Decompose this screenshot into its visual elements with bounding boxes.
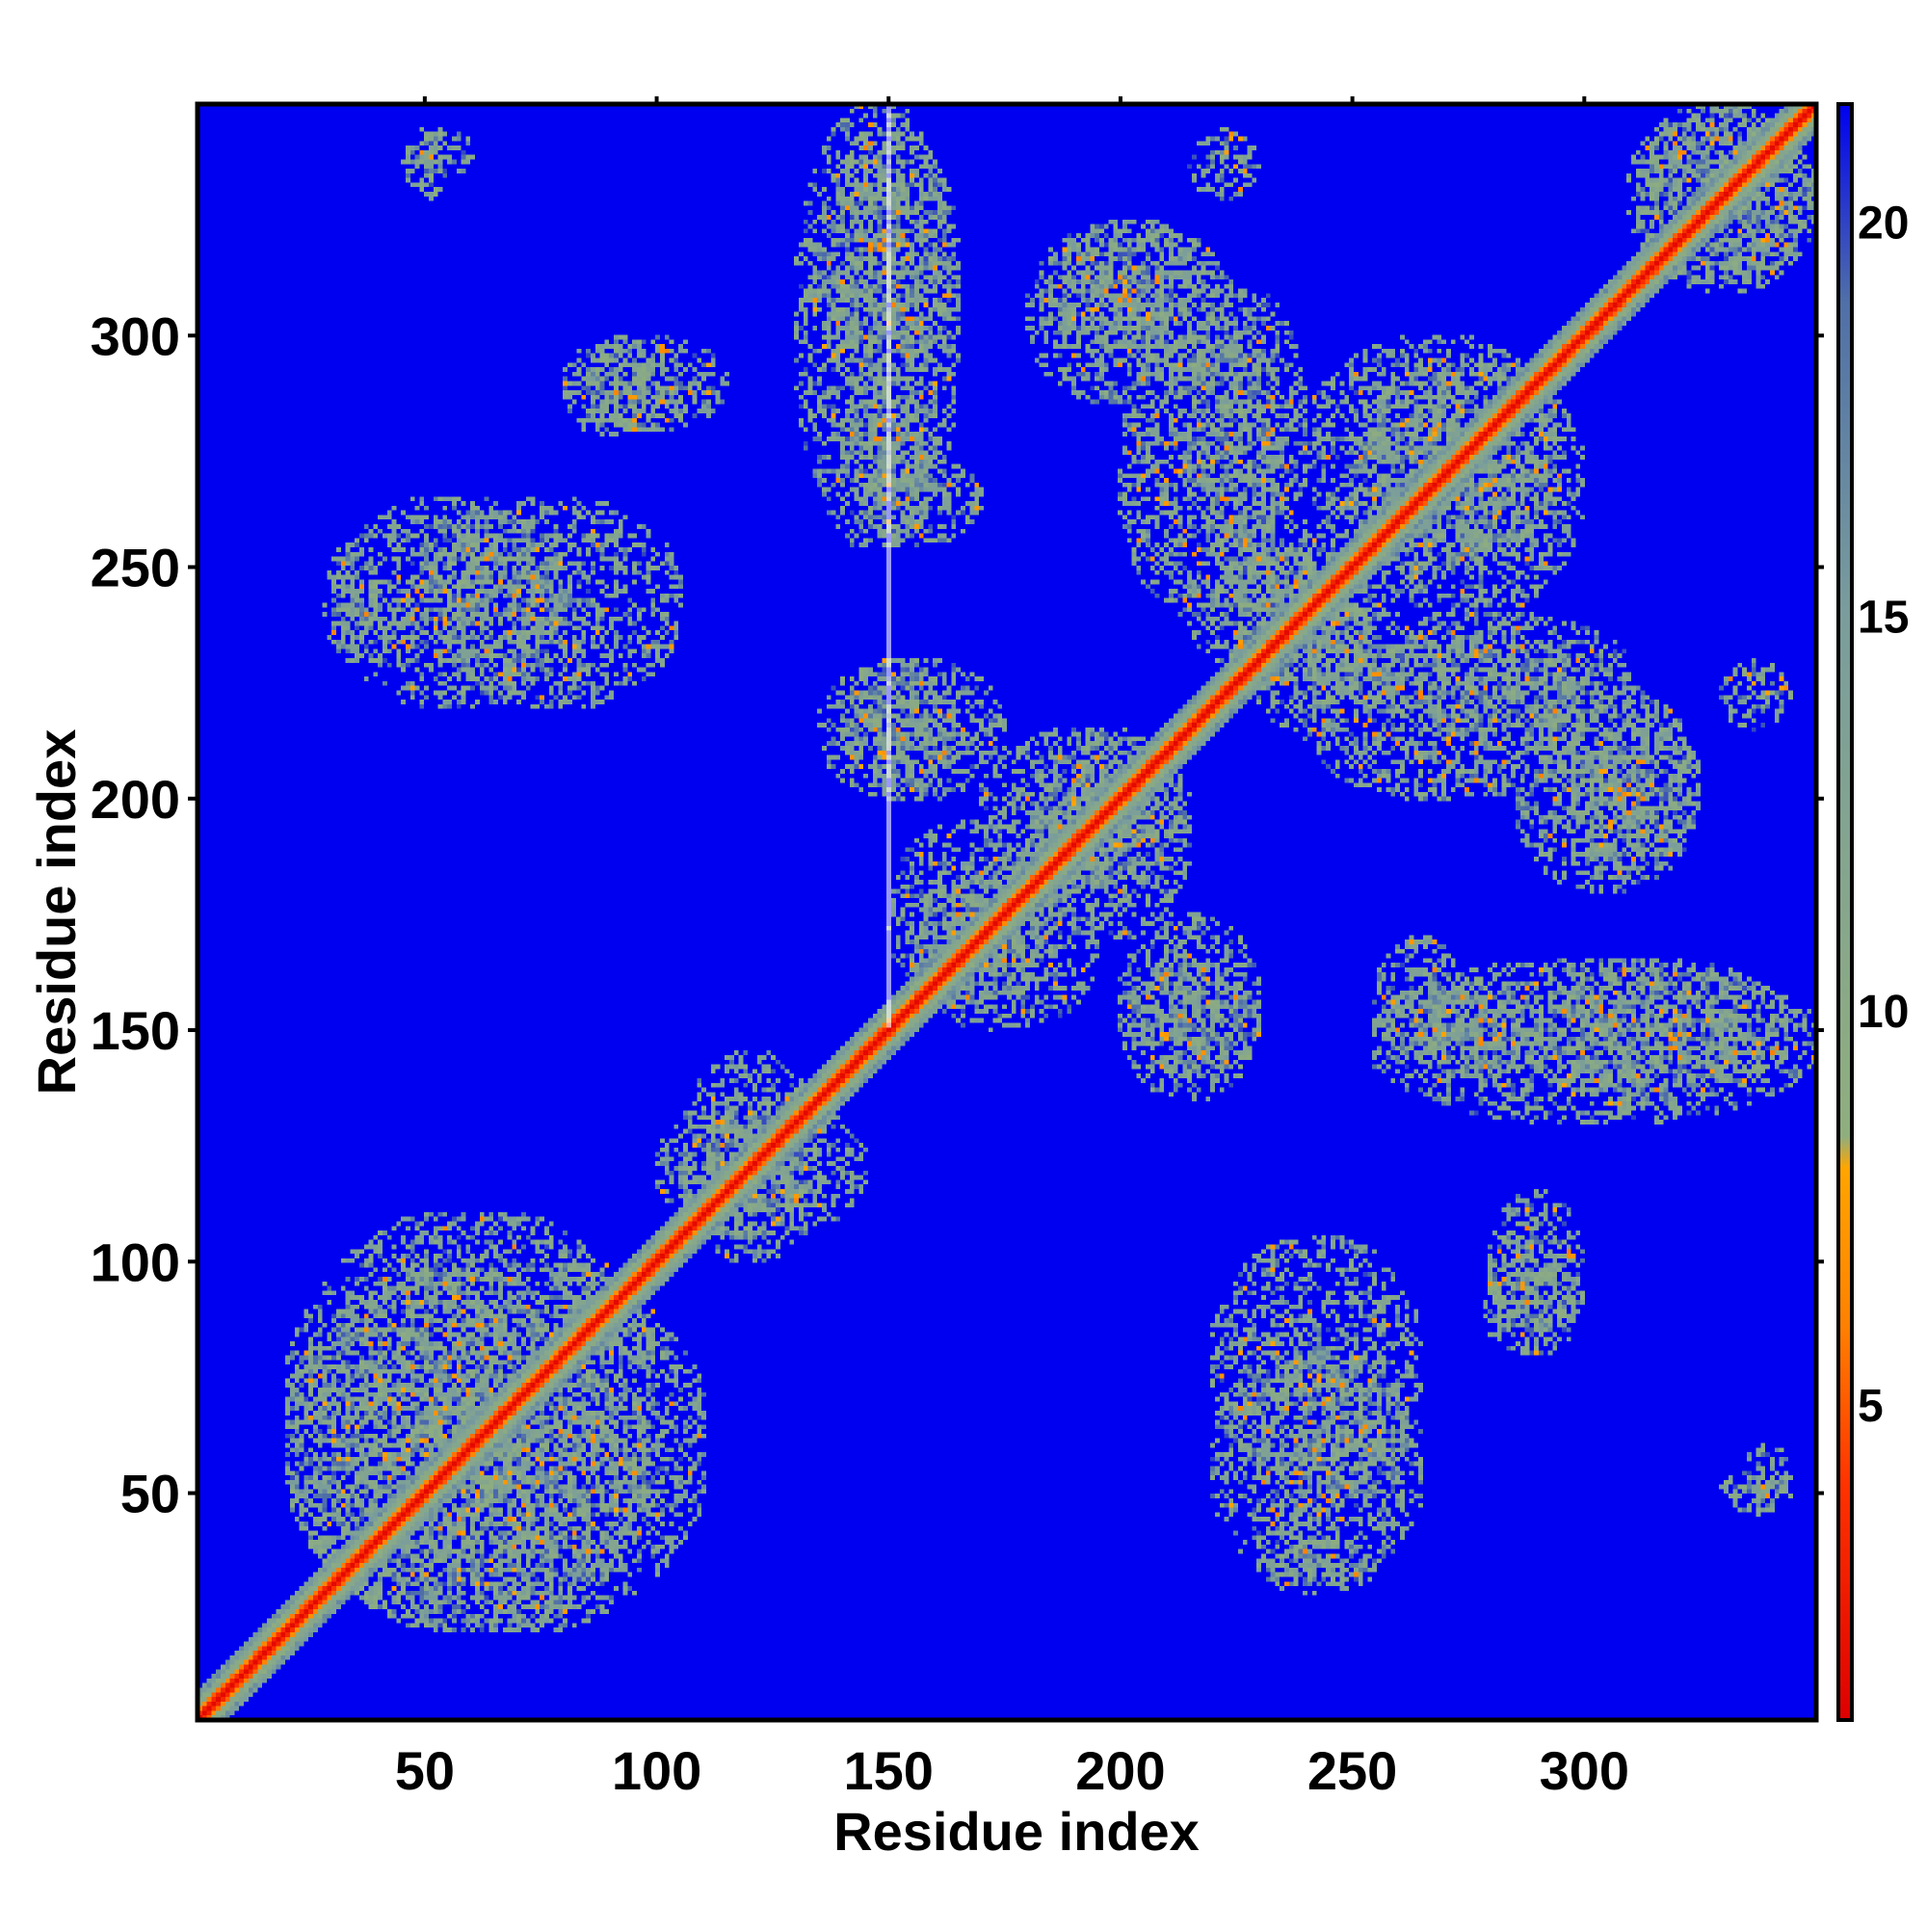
colorbar-tick-label: 15 <box>1858 593 1909 644</box>
x-tick-label: 100 <box>612 1740 701 1801</box>
y-tick-label: 200 <box>91 769 180 830</box>
colorbar <box>1836 102 1854 1722</box>
x-tick-label: 150 <box>844 1740 934 1801</box>
y-axis-title: Residue index <box>26 729 87 1096</box>
x-tick-label: 300 <box>1540 1740 1629 1801</box>
y-tick-label: 250 <box>91 538 180 598</box>
x-tick-label: 200 <box>1075 1740 1165 1801</box>
y-tick-label: 50 <box>120 1464 180 1524</box>
x-tick-label: 250 <box>1307 1740 1397 1801</box>
colorbar-tick-label: 10 <box>1858 987 1909 1038</box>
x-axis-title: Residue index <box>833 1801 1200 1862</box>
x-tick-label: 50 <box>395 1740 455 1801</box>
y-tick-label: 100 <box>91 1231 180 1292</box>
colorbar-tick-label: 5 <box>1858 1381 1884 1432</box>
colorbar-tick-label: 20 <box>1858 198 1909 250</box>
heatmap-cells <box>198 104 1816 1720</box>
plot-frame <box>195 101 1819 1723</box>
y-tick-label: 150 <box>91 1000 180 1061</box>
y-tick-label: 300 <box>91 305 180 366</box>
